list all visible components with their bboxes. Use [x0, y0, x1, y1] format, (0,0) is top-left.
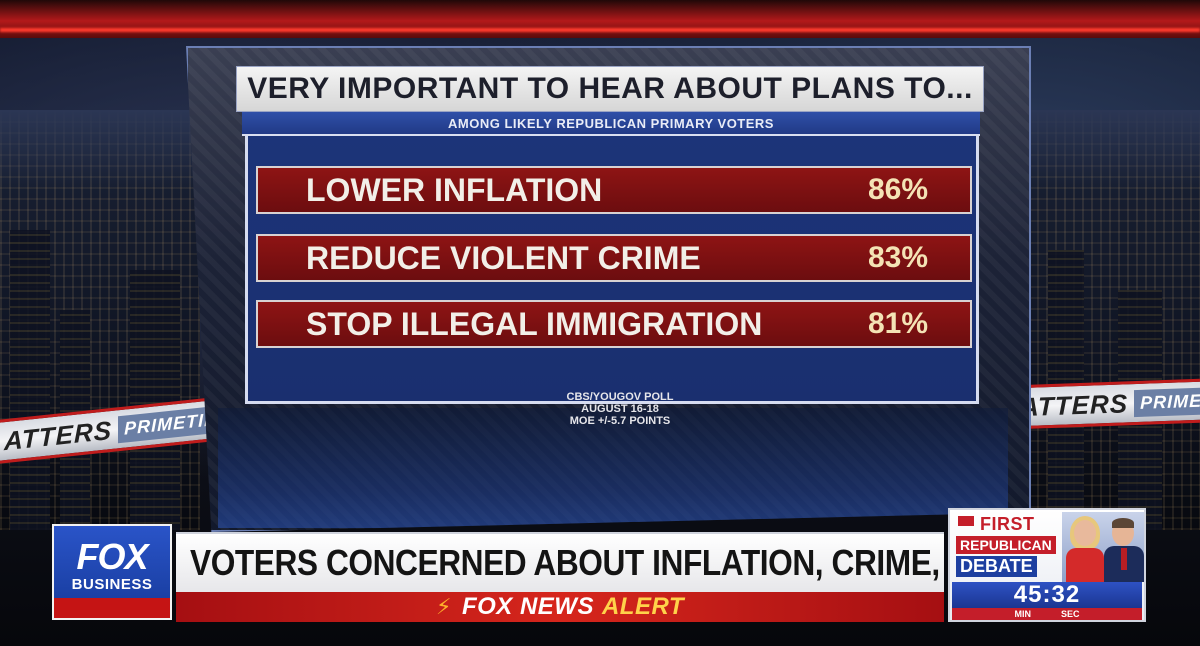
alert-bolt-icon: ⚡ [435, 594, 452, 619]
countdown-units: MIN SEC [952, 608, 1142, 620]
moderators-photo [1062, 512, 1144, 582]
moderator-male [1104, 518, 1144, 582]
poll-source: CBS/YOUGOV POLL AUGUST 16-18 MOE +/-5.7 … [540, 388, 700, 430]
unit-min: MIN [1014, 609, 1031, 619]
countdown-timer: 45:32 [1013, 581, 1081, 608]
graphic-title: VERY IMPORTANT TO HEAR ABOUT PLANS TO... [247, 72, 973, 105]
result-value: 81% [867, 307, 928, 340]
city-skyline-right [1028, 110, 1200, 530]
countdown-debate: DEBATE [956, 556, 1037, 577]
logo-business-text: BUSINESS [71, 576, 153, 593]
unit-sec: SEC [1060, 609, 1080, 619]
result-label: REDUCE VIOLENT CRIME [306, 239, 701, 276]
result-value: 86% [867, 173, 928, 206]
studio-ticker-right: ATTERS PRIMETIME [1016, 378, 1200, 430]
graphic-title-box: VERY IMPORTANT TO HEAR ABOUT PLANS TO... [236, 66, 984, 112]
alert-fox-news: FOX NEWS [461, 593, 594, 620]
result-label: STOP ILLEGAL IMMIGRATION [306, 305, 763, 342]
debate-countdown: FIRST REPUBLICAN DEBATE 45:32 MIN SEC [948, 508, 1146, 622]
countdown-first: FIRST [980, 514, 1035, 534]
logo-red-strip [54, 598, 170, 618]
ticker-word-a: ATTERS [4, 414, 113, 456]
building [130, 270, 180, 530]
ticker-word-a: ATTERS [1020, 387, 1129, 422]
fox-business-logo: FOX BUSINESS [52, 524, 172, 620]
top-red-rail [0, 0, 1200, 38]
source-line: CBS/YOUGOV POLL [566, 391, 674, 403]
graphic-subtitle: AMONG LIKELY REPUBLICAN PRIMARY VOTERS [448, 115, 774, 131]
ticker-word-b: PRIMETIME [1134, 385, 1200, 417]
alert-word: ALERT [601, 593, 685, 620]
countdown-republican: REPUBLICAN [956, 536, 1056, 554]
result-row: STOP ILLEGAL IMMIGRATION 81% [256, 300, 972, 348]
result-row: LOWER INFLATION 86% [256, 166, 972, 214]
results-panel: LOWER INFLATION 86% REDUCE VIOLENT CRIME… [245, 136, 979, 404]
result-row: REDUCE VIOLENT CRIME 83% [256, 234, 972, 282]
graphic-subtitle-bar: AMONG LIKELY REPUBLICAN PRIMARY VOTERS [242, 112, 980, 136]
news-alert-bar: ⚡ FOX NEWS ALERT [176, 592, 944, 622]
headline-bar: VOTERS CONCERNED ABOUT INFLATION, CRIME,… [176, 532, 1083, 592]
countdown-timer-bar: 45:32 [952, 581, 1142, 608]
moderator-female [1066, 516, 1104, 582]
result-value: 83% [867, 241, 928, 274]
flag-icon [958, 516, 974, 526]
source-line: MOE +/-5.7 POINTS [569, 415, 671, 427]
source-line: AUGUST 16-18 [581, 403, 659, 415]
result-label: LOWER INFLATION [306, 171, 603, 208]
headline-text: VOTERS CONCERNED ABOUT INFLATION, CRIME,… [190, 542, 1083, 583]
wall-floor-glow [218, 408, 1008, 528]
logo-fox-text: FOX [76, 536, 148, 577]
city-skyline-left [0, 110, 200, 530]
building [10, 230, 50, 530]
